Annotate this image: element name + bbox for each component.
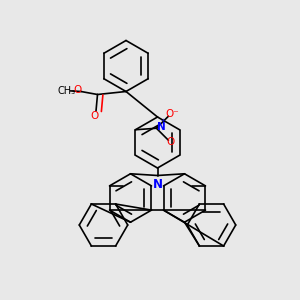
- Text: CH₃: CH₃: [58, 85, 76, 96]
- Text: N: N: [157, 122, 166, 132]
- Text: N: N: [152, 178, 163, 191]
- Text: ⁺: ⁺: [160, 118, 165, 127]
- Text: O: O: [90, 111, 99, 122]
- Text: O: O: [167, 137, 175, 147]
- Text: O⁻: O⁻: [165, 110, 179, 119]
- Text: O: O: [73, 85, 82, 95]
